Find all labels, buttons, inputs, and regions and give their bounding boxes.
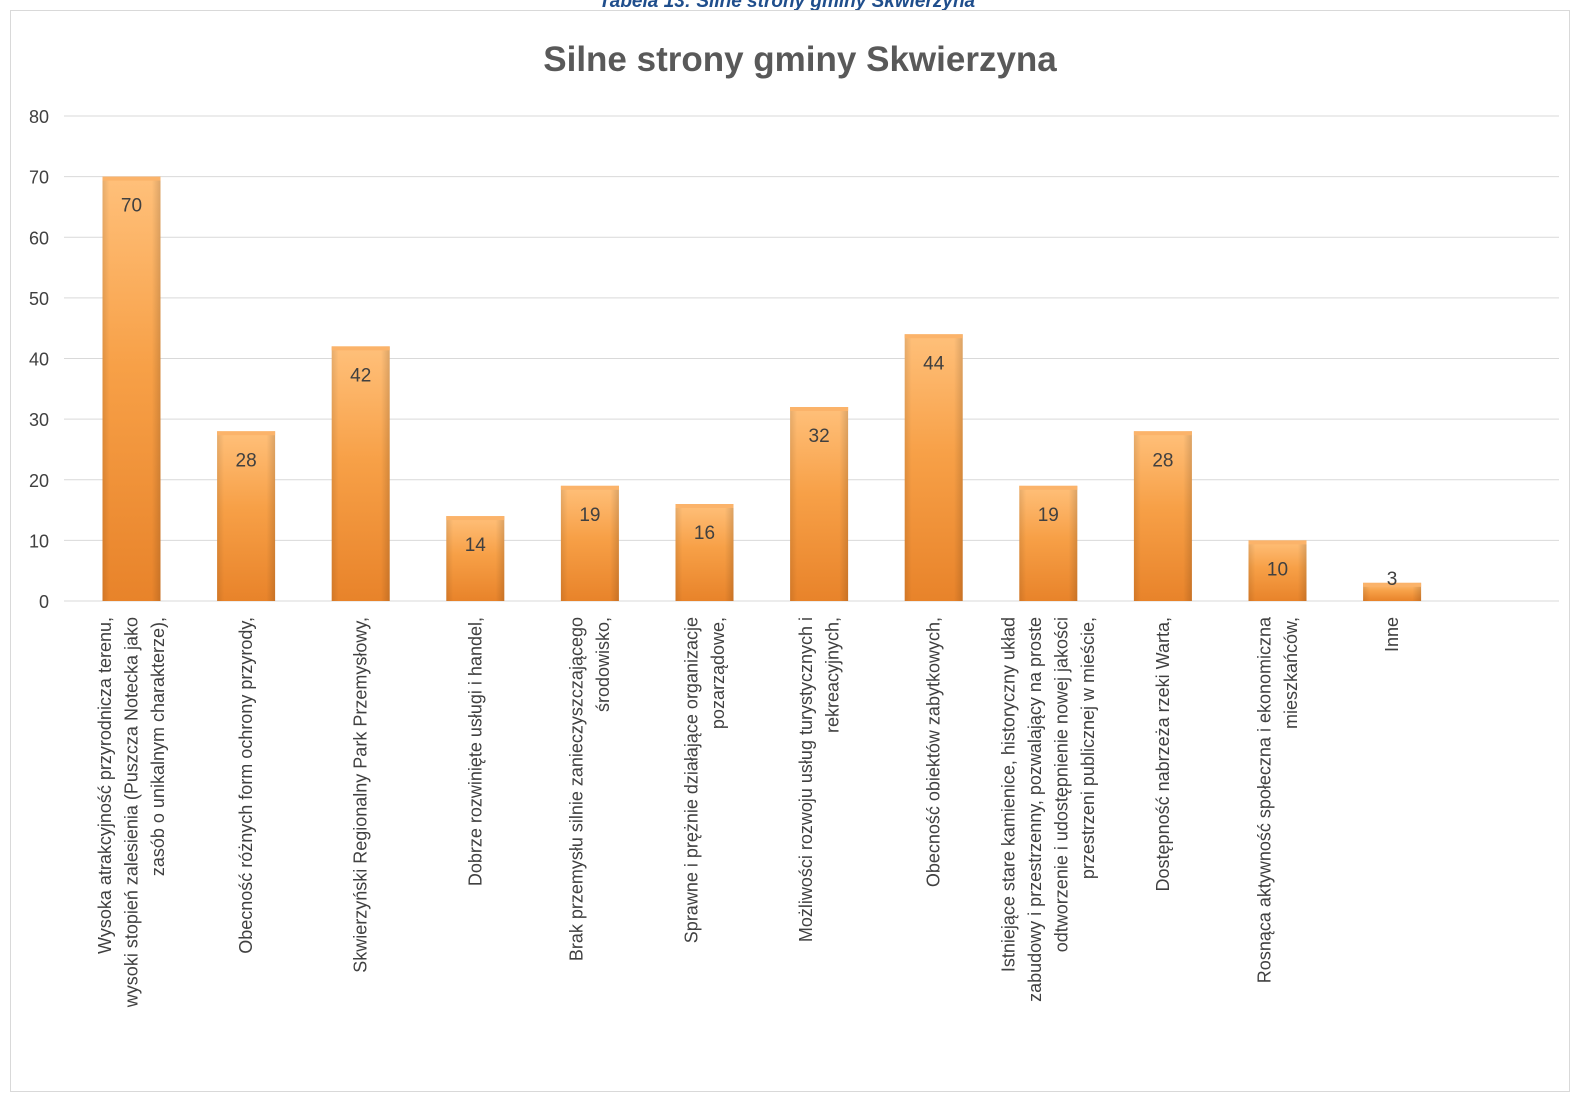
bar: [675, 504, 734, 601]
bar-shade: [1133, 431, 1192, 601]
data-label: 14: [465, 535, 487, 556]
bar: [446, 516, 505, 601]
data-label: 19: [579, 505, 600, 526]
data-label: 32: [809, 426, 830, 447]
y-tick-label: 30: [29, 410, 49, 430]
bar-cap: [331, 346, 390, 351]
x-tick-label-line: Obecność obiektów zabytkowych,: [924, 617, 944, 887]
x-tick-label-line: Obecność różnych form ochrony przyrody,: [236, 617, 256, 954]
data-label: 42: [350, 365, 371, 386]
x-tick-label-line: przestrzeni publicznej w mieście,: [1078, 617, 1098, 879]
x-tick-label-line: Dobrze rozwinięte usługi i handel,: [465, 617, 485, 886]
bar-shade: [790, 407, 849, 601]
y-axis: 0 10 20 30 40 50 60 70 80: [29, 107, 49, 612]
bar: [102, 176, 161, 601]
x-category-label: Możliwości rozwoju usług turystycznych i…: [796, 617, 843, 942]
bar-shade: [560, 485, 619, 601]
chart-title: Silne strony gminy Skwierzyna: [543, 40, 1057, 79]
y-tick-label: 50: [29, 289, 49, 309]
x-tick-label-line: Dostępność nabrzeża rzeki Warta,: [1153, 617, 1173, 891]
x-tick-label-line: Rosnąca aktywność społeczna i ekonomiczn…: [1254, 616, 1274, 983]
x-tick-label-line: Inne: [1382, 617, 1402, 652]
x-tick-label-line: Sprawne i prężnie działające organizacje: [681, 617, 701, 943]
bar: [217, 431, 276, 601]
bar-cap: [1363, 582, 1422, 587]
x-tick-label-line: wysoki stopień zalesienia (Puszcza Notec…: [122, 617, 142, 1008]
x-tick-label-line: pozarządowe,: [708, 617, 728, 729]
data-label: 16: [694, 523, 715, 544]
bar-cap: [1133, 431, 1192, 436]
bar-shade: [446, 516, 505, 601]
data-label: 44: [923, 353, 945, 374]
data-label: 70: [121, 196, 142, 217]
bar-cap: [446, 516, 505, 521]
x-tick-label-line: Możliwości rozwoju usług turystycznych i: [796, 617, 816, 942]
gridlines: [64, 115, 1559, 602]
bar: [560, 485, 619, 601]
bar: [331, 346, 390, 601]
x-category-label: Obecność różnych form ochrony przyrody,: [236, 617, 256, 954]
x-tick-label-line: Wysoka atrakcyjność przyrodnicza terenu,: [95, 617, 115, 954]
x-tick-label-line: Istniejące stare kamienice, historyczny …: [999, 617, 1019, 972]
x-tick-label-line: odtworzenie i udostępnienie nowej jakośc…: [1052, 617, 1072, 952]
data-label: 3: [1387, 569, 1398, 590]
bar: [1133, 431, 1192, 601]
x-tick-label-line: rekreacyjnych,: [822, 617, 842, 733]
data-label: 28: [236, 450, 257, 471]
x-category-label: Wysoka atrakcyjność przyrodnicza terenu,…: [95, 617, 168, 1008]
y-tick-label: 80: [29, 107, 49, 127]
x-category-label: Obecność obiektów zabytkowych,: [924, 617, 944, 887]
bar-shade: [1248, 540, 1307, 601]
bar-shade: [904, 334, 963, 601]
bar-cap: [675, 504, 734, 508]
bar-cap: [560, 485, 619, 490]
data-label: 28: [1152, 450, 1173, 471]
chart-frame: Silne strony gminy Skwierzyna 0 10 20 30 40 5…: [10, 10, 1570, 1092]
x-tick-label-line: środowisko,: [593, 617, 613, 712]
y-tick-label: 20: [29, 471, 49, 491]
y-tick-label: 10: [29, 531, 49, 551]
x-category-label: Skwierzyński Regionalny Park Przemysłowy…: [351, 617, 371, 973]
bar-cap: [1248, 540, 1307, 545]
x-tick-label-line: Brak przemysłu silnie zanieczyszczająceg…: [567, 617, 587, 961]
x-category-label: Rosnąca aktywność społeczna i ekonomiczn…: [1254, 616, 1301, 983]
y-tick-label: 60: [29, 228, 49, 248]
x-axis: Wysoka atrakcyjność przyrodnicza terenu,…: [95, 616, 1402, 1008]
page-caption: Tabela 13: Silne strony gminy Skwierzyna: [598, 0, 976, 12]
x-category-label: Brak przemysłu silnie zanieczyszczająceg…: [567, 617, 614, 961]
x-category-label: Istniejące stare kamienice, historyczny …: [999, 617, 1099, 1002]
y-tick-label: 0: [39, 592, 49, 612]
bar: [904, 334, 963, 601]
bar-cap: [790, 407, 849, 411]
bar-shade: [331, 346, 390, 601]
x-category-label: Sprawne i prężnie działające organizacje…: [681, 617, 728, 943]
bar: [1363, 582, 1422, 601]
bar-cap: [1019, 485, 1078, 490]
x-tick-label-line: zasób o unikalnym charakterze),: [148, 617, 168, 876]
data-label: 10: [1267, 559, 1288, 580]
bar-shade: [675, 504, 734, 601]
x-tick-label-line: mieszkańców,: [1281, 617, 1301, 729]
bar-cap: [904, 334, 963, 339]
x-category-label: Inne: [1382, 617, 1402, 652]
bar-chart: Silne strony gminy Skwierzyna 0 10 20 30 40 5…: [29, 40, 1559, 1008]
bar-cap: [217, 431, 276, 436]
x-category-label: Dobrze rozwinięte usługi i handel,: [465, 617, 485, 886]
bar-cap: [102, 176, 161, 181]
data-label: 19: [1038, 505, 1059, 526]
bar: [1019, 485, 1078, 601]
bar-shade: [1019, 485, 1078, 601]
bar: [790, 407, 849, 601]
data-labels: 70 28 42 14 19 16 32 44 19 28 10 3: [121, 196, 1397, 590]
y-tick-label: 70: [29, 168, 49, 188]
x-tick-label-line: zabudowy i przestrzenny, pozwalający na …: [1025, 617, 1045, 1002]
x-category-label: Dostępność nabrzeża rzeki Warta,: [1153, 617, 1173, 891]
bar: [1248, 540, 1307, 601]
bar-shade: [217, 431, 276, 601]
y-tick-label: 40: [29, 350, 49, 370]
bar-shade: [102, 176, 161, 601]
bars: [102, 176, 1422, 601]
bar-shade: [1363, 582, 1422, 601]
x-tick-label-line: Skwierzyński Regionalny Park Przemysłowy…: [351, 617, 371, 973]
